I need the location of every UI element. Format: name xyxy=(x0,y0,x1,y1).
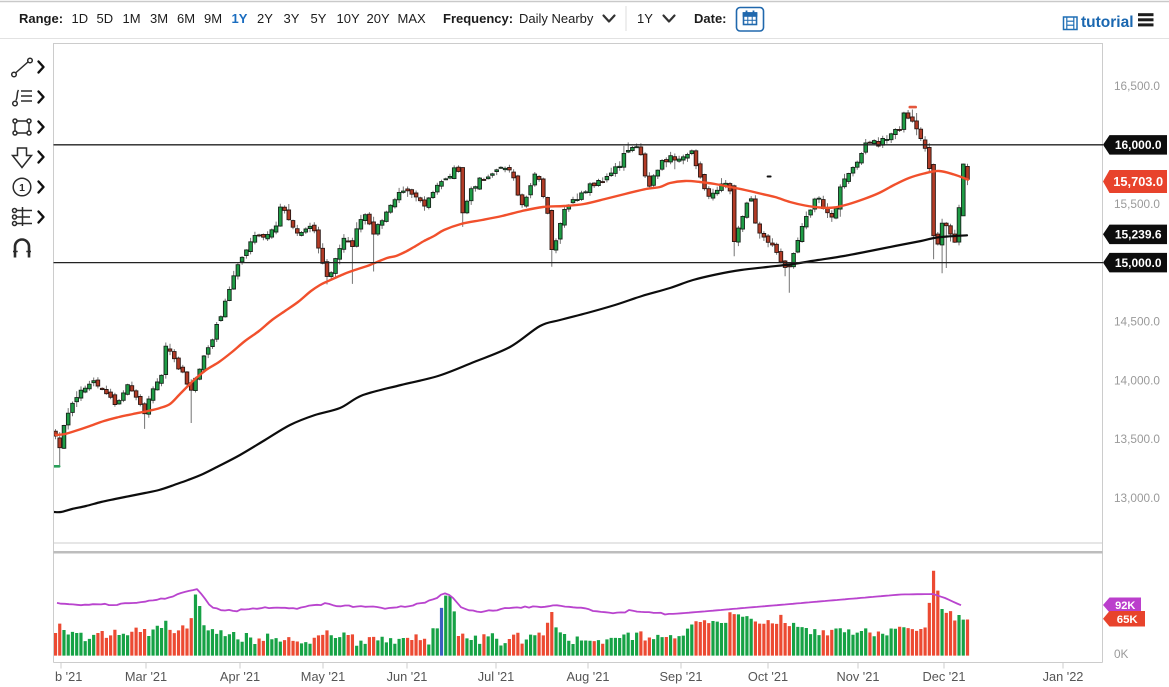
svg-text:9M: 9M xyxy=(204,11,222,26)
svg-text:65K: 65K xyxy=(1117,614,1139,626)
svg-text:b '21: b '21 xyxy=(55,669,82,684)
svg-text:Jun '21: Jun '21 xyxy=(387,669,428,684)
svg-text:3Y: 3Y xyxy=(284,11,300,26)
svg-text:1Y: 1Y xyxy=(637,11,653,26)
svg-text:2Y: 2Y xyxy=(257,11,273,26)
svg-text:Dec '21: Dec '21 xyxy=(923,669,966,684)
svg-text:1Y: 1Y xyxy=(232,11,248,26)
svg-text:16,500.0: 16,500.0 xyxy=(1114,79,1160,93)
svg-text:0K: 0K xyxy=(1114,647,1129,661)
svg-text:5D: 5D xyxy=(97,11,114,26)
svg-text:13,500.0: 13,500.0 xyxy=(1114,432,1160,446)
svg-text:Aug '21: Aug '21 xyxy=(566,669,609,684)
svg-text:92K: 92K xyxy=(1115,600,1135,612)
svg-text:10Y: 10Y xyxy=(337,11,360,26)
svg-text:Mar '21: Mar '21 xyxy=(125,669,167,684)
svg-text:Frequency:: Frequency: xyxy=(443,11,513,26)
svg-text:Sep '21: Sep '21 xyxy=(659,669,702,684)
svg-text:14,500.0: 14,500.0 xyxy=(1114,315,1160,329)
svg-text:Nov '21: Nov '21 xyxy=(837,669,880,684)
svg-text:1: 1 xyxy=(19,182,25,194)
svg-text:tutorial: tutorial xyxy=(1081,14,1134,31)
svg-text:20Y: 20Y xyxy=(367,11,390,26)
svg-text:15,239.6: 15,239.6 xyxy=(1115,228,1162,242)
svg-text:Jul '21: Jul '21 xyxy=(478,669,515,684)
svg-text:MAX: MAX xyxy=(398,11,427,26)
svg-text:15,000.0: 15,000.0 xyxy=(1115,256,1162,270)
svg-text:1D: 1D xyxy=(72,11,89,26)
svg-text:Range:: Range: xyxy=(19,11,63,26)
svg-text:Date:: Date: xyxy=(694,11,727,26)
svg-text:6M: 6M xyxy=(177,11,195,26)
svg-text:3M: 3M xyxy=(150,11,168,26)
svg-text:Jan '22: Jan '22 xyxy=(1043,669,1084,684)
svg-text:13,000.0: 13,000.0 xyxy=(1114,491,1160,505)
svg-text:15,703.0: 15,703.0 xyxy=(1113,174,1163,189)
svg-text:15,500.0: 15,500.0 xyxy=(1114,197,1160,211)
svg-text:Apr '21: Apr '21 xyxy=(220,669,260,684)
svg-text:14,000.0: 14,000.0 xyxy=(1114,373,1160,387)
svg-text:16,000.0: 16,000.0 xyxy=(1115,138,1162,152)
svg-text:Oct '21: Oct '21 xyxy=(748,669,788,684)
svg-text:1M: 1M xyxy=(123,11,141,26)
svg-text:Daily Nearby: Daily Nearby xyxy=(519,11,594,26)
svg-text:5Y: 5Y xyxy=(311,11,327,26)
svg-text:May '21: May '21 xyxy=(301,669,345,684)
